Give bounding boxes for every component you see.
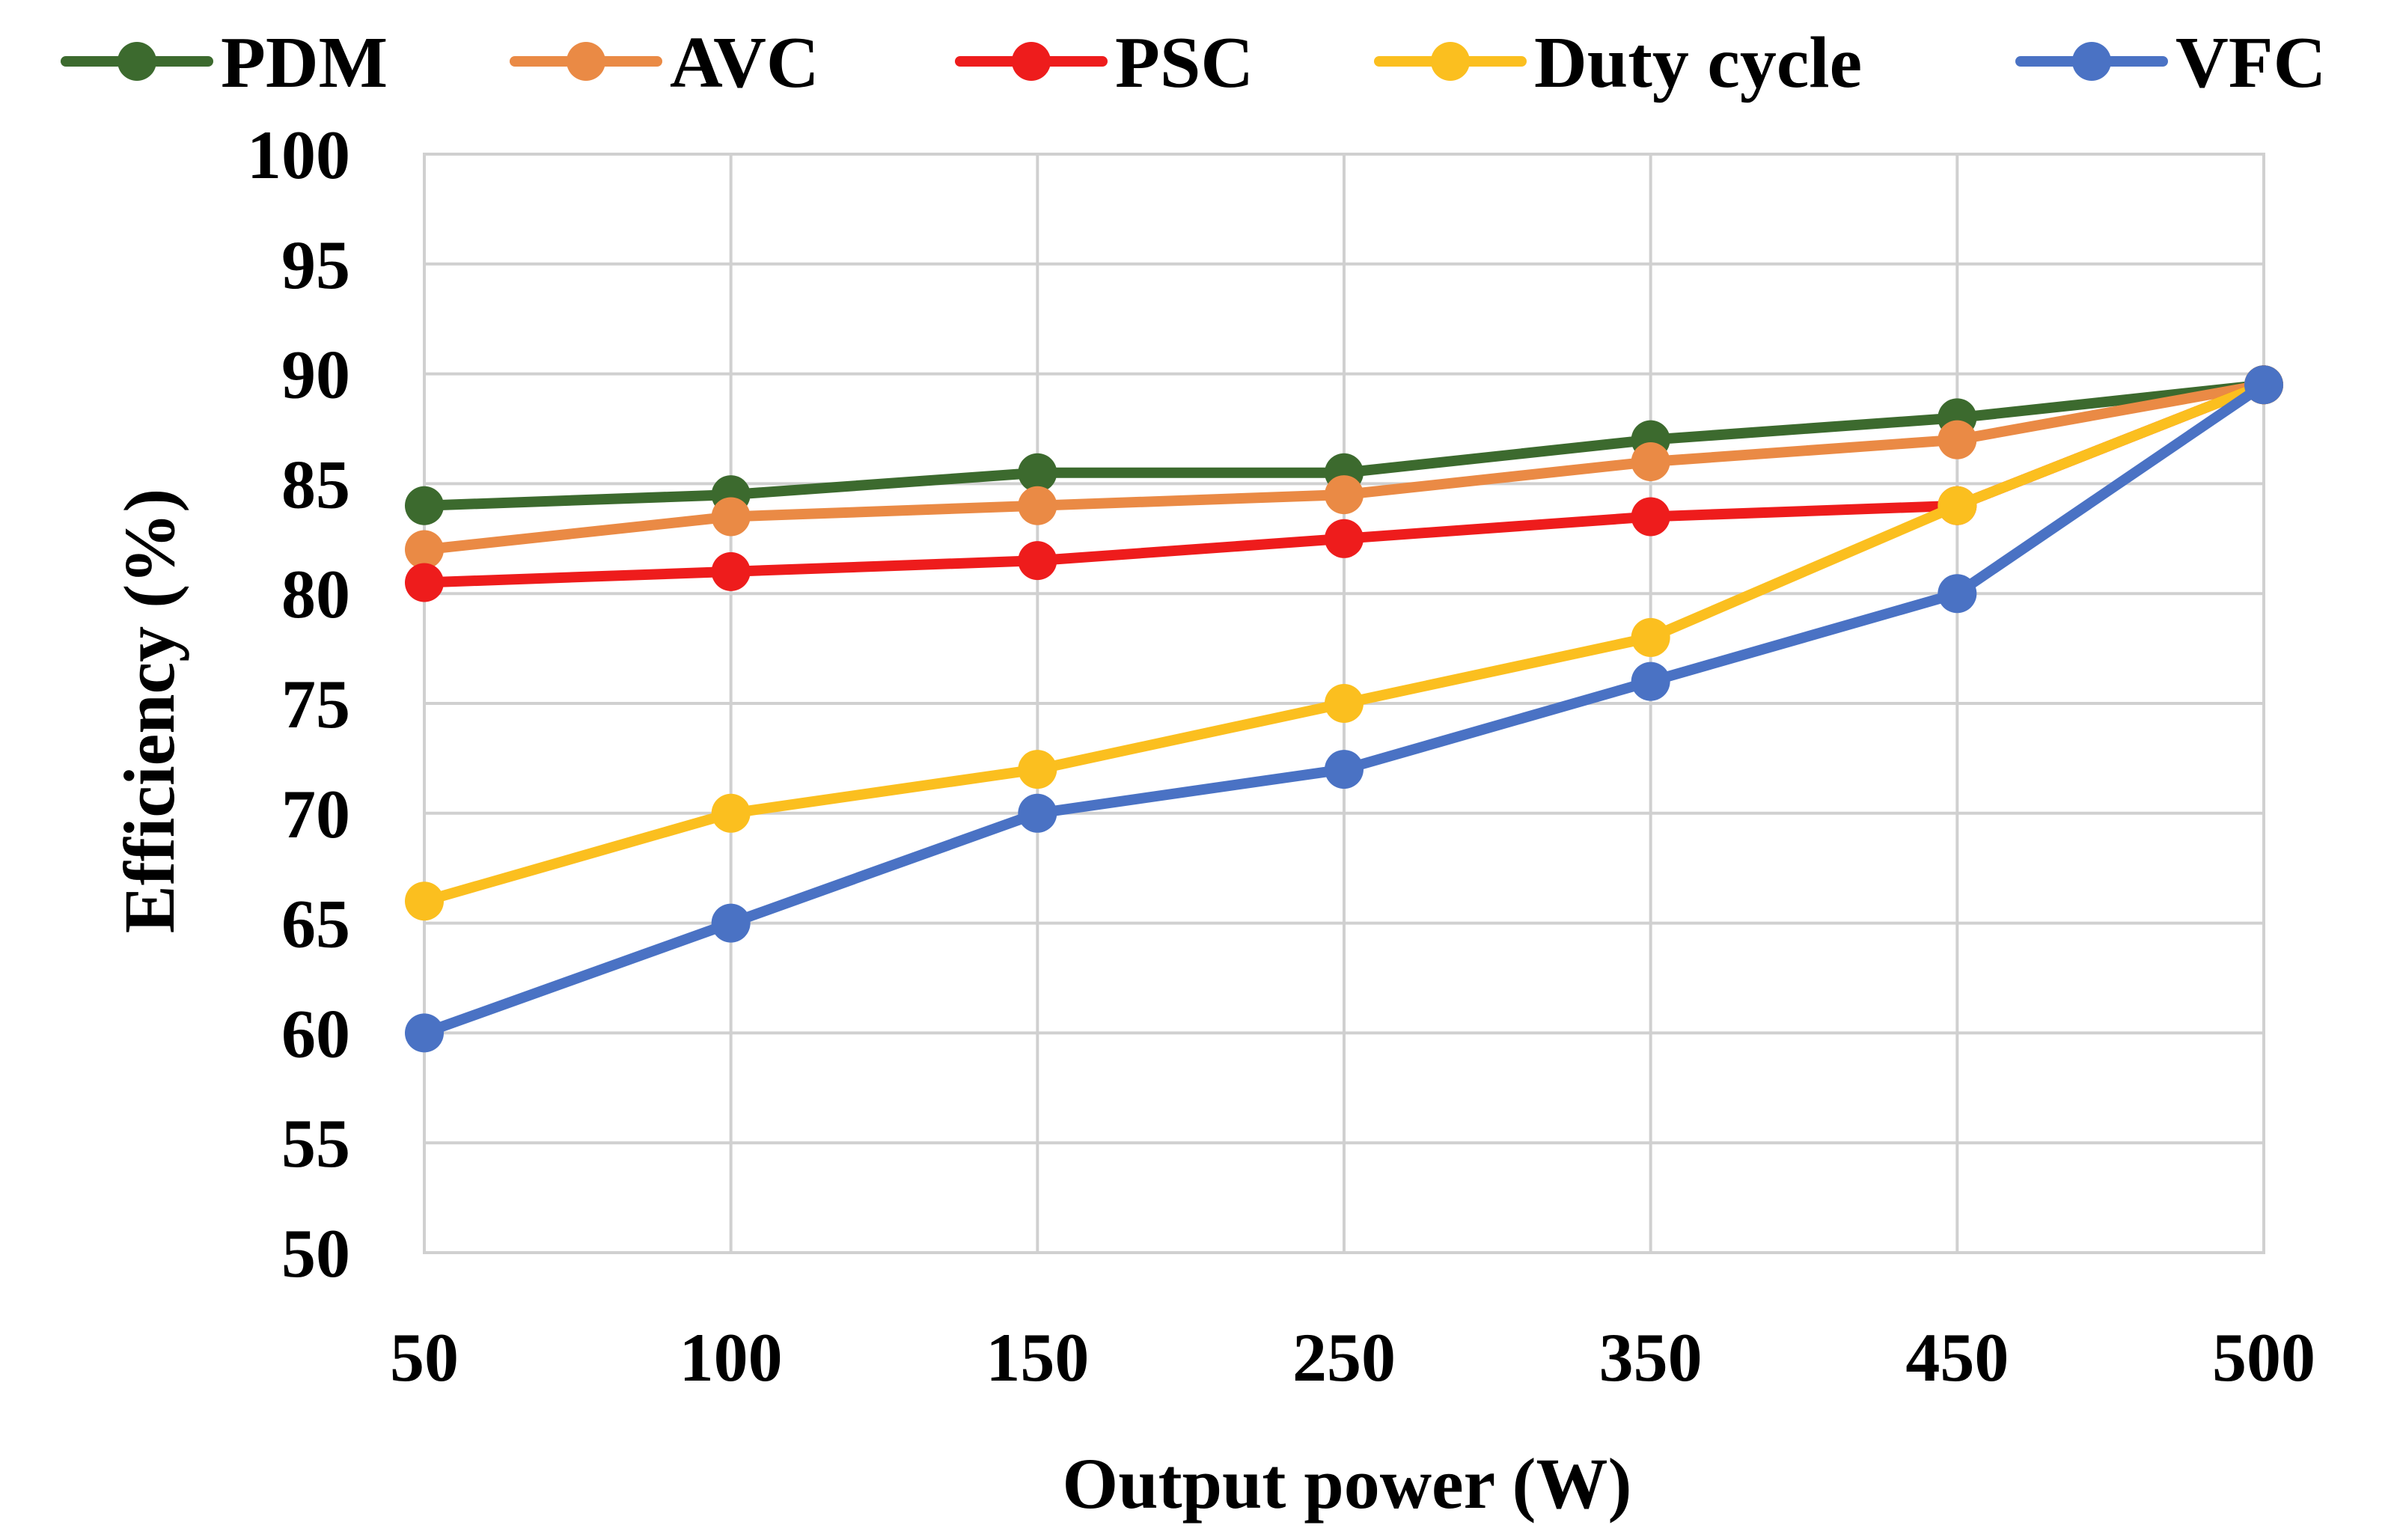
y-tick-label-80: 80 xyxy=(281,556,350,632)
x-tick-label-100: 100 xyxy=(680,1319,783,1396)
point-vfc-250 xyxy=(1325,750,1364,789)
y-axis-ticks: 50 55 60 65 70 75 80 85 90 95 100 xyxy=(247,117,350,1292)
legend-item-psc: PSC xyxy=(955,22,1254,103)
point-psc-150 xyxy=(1018,541,1057,581)
point-avc-450 xyxy=(1938,420,1977,459)
y-tick-label-70: 70 xyxy=(281,776,350,852)
legend-label-duty-cycle: Duty cycle xyxy=(1534,22,1862,103)
point-avc-350 xyxy=(1631,442,1670,482)
legend: PDM AVC PSC Duty cycle VFC xyxy=(61,22,2326,103)
x-tick-label-50: 50 xyxy=(390,1319,459,1396)
x-axis-ticks: 50 100 150 250 350 450 500 xyxy=(390,1319,2315,1396)
legend-swatch-marker-pdm xyxy=(117,42,156,81)
series-vfc xyxy=(405,365,2283,1053)
point-vfc-100 xyxy=(711,903,751,943)
y-tick-label-65: 65 xyxy=(281,886,350,962)
y-tick-label-50: 50 xyxy=(281,1215,350,1292)
point-avc-250 xyxy=(1325,475,1364,515)
y-tick-label-95: 95 xyxy=(281,227,350,303)
y-tick-label-75: 75 xyxy=(281,666,350,742)
legend-item-duty-cycle: Duty cycle xyxy=(1374,22,1862,103)
y-tick-label-90: 90 xyxy=(281,337,350,413)
point-vfc-500 xyxy=(2244,365,2283,405)
point-vfc-50 xyxy=(405,1013,444,1053)
x-tick-label-150: 150 xyxy=(986,1319,1089,1396)
x-tick-label-250: 250 xyxy=(1292,1319,1396,1396)
legend-item-pdm: PDM xyxy=(61,22,388,103)
point-avc-150 xyxy=(1018,486,1057,525)
legend-swatch-marker-duty-cycle xyxy=(1431,42,1470,81)
point-duty-cycle-450 xyxy=(1938,486,1977,525)
point-psc-100 xyxy=(711,551,751,591)
point-duty-cycle-50 xyxy=(405,881,444,921)
legend-label-vfc: VFC xyxy=(2175,22,2326,103)
point-duty-cycle-150 xyxy=(1018,750,1057,789)
legend-swatch-marker-vfc xyxy=(2072,42,2111,81)
legend-label-pdm: PDM xyxy=(221,22,388,103)
point-duty-cycle-350 xyxy=(1631,617,1670,657)
legend-item-avc: AVC xyxy=(510,22,819,103)
point-vfc-150 xyxy=(1018,793,1057,833)
legend-item-vfc: VFC xyxy=(2015,22,2326,103)
x-axis-title: Output power (W) xyxy=(1063,1443,1632,1524)
point-psc-250 xyxy=(1325,519,1364,558)
point-pdm-150 xyxy=(1018,453,1057,492)
legend-swatch-marker-psc xyxy=(1012,42,1051,81)
legend-swatch-marker-avc xyxy=(567,42,605,81)
x-tick-label-450: 450 xyxy=(1905,1319,2009,1396)
point-psc-50 xyxy=(405,563,444,602)
legend-label-psc: PSC xyxy=(1115,22,1254,103)
plot-frame xyxy=(423,153,2265,1254)
point-avc-50 xyxy=(405,530,444,569)
x-tick-label-500: 500 xyxy=(2212,1319,2315,1396)
y-tick-label-100: 100 xyxy=(247,117,350,193)
y-tick-label-85: 85 xyxy=(281,446,350,522)
point-vfc-450 xyxy=(1938,574,1977,614)
series-group xyxy=(405,365,2283,1053)
y-tick-label-60: 60 xyxy=(281,995,350,1072)
point-duty-cycle-100 xyxy=(711,793,751,833)
point-avc-100 xyxy=(711,497,751,537)
point-duty-cycle-250 xyxy=(1325,684,1364,723)
point-vfc-350 xyxy=(1631,661,1670,701)
x-tick-label-350: 350 xyxy=(1599,1319,1703,1396)
point-psc-350 xyxy=(1631,497,1670,537)
legend-label-avc: AVC xyxy=(670,22,819,103)
y-tick-label-55: 55 xyxy=(281,1105,350,1182)
point-pdm-50 xyxy=(405,486,444,525)
y-axis-title: Efficiency (%) xyxy=(109,489,189,933)
